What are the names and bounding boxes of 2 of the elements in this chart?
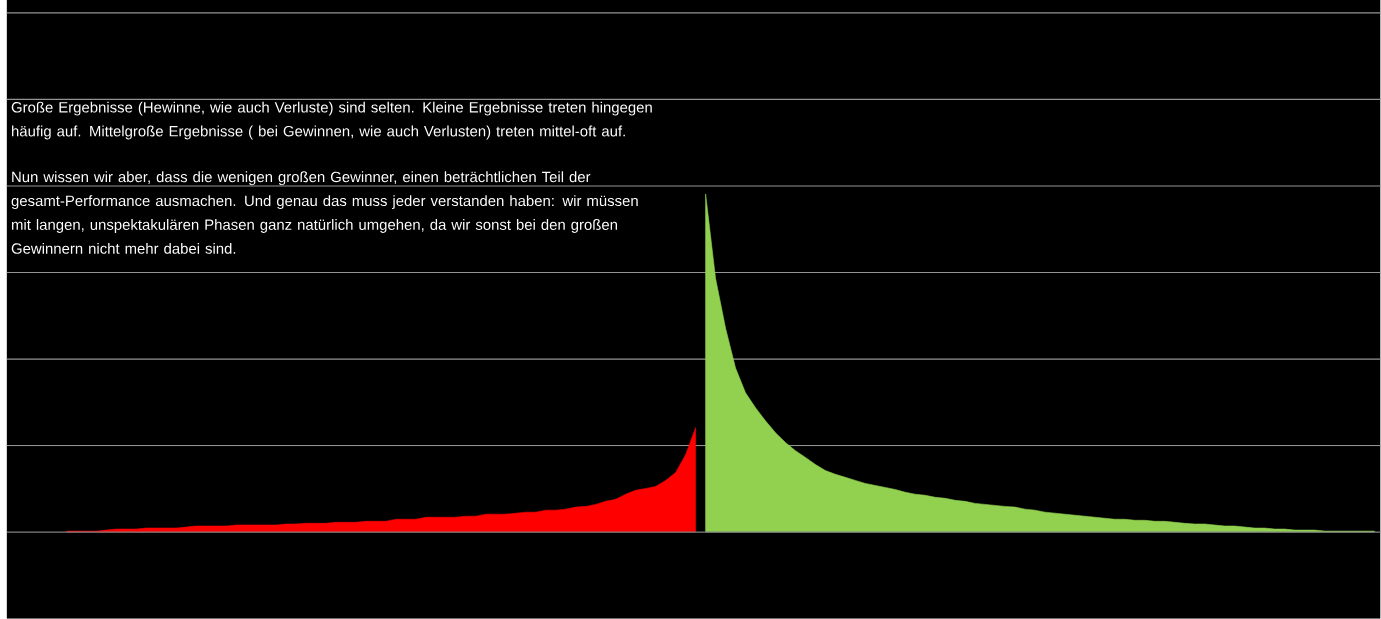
text: Große Ergebnisse (Hewinne, wie auch Verluste) sind selten. Kleine Ergebnisse treten hingegen häufig auf. Mittelgroße Ergebnisse ( bei Gewinnen, wie auch Verlusten) treten mittel-oft auf. [11,101,652,140]
annotation: Nun wissen wir aber, dass die wenigen großen Gewinner, einen beträchtlichen Teil der gesamt-Performance ausmachen. Und genau das muss jeder verstanden haben: wir müssen mit langen, unspektakulären Phasen ganz natürlich umgehen, da wir sonst bei den großen Gewinnern nicht mehr dabei sind. [11,171,638,255]
